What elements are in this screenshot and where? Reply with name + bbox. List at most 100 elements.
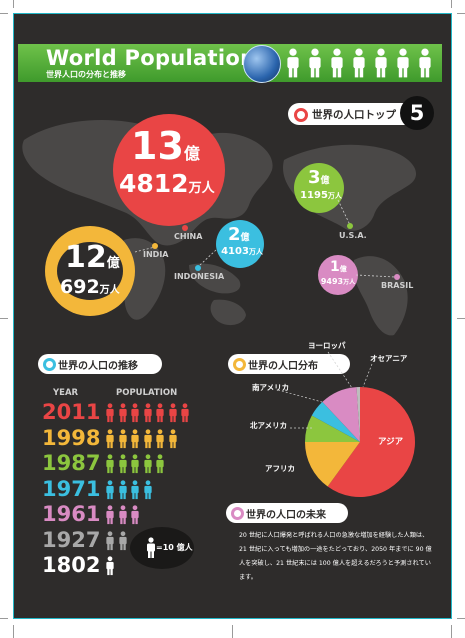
pie-label: 北アメリカ bbox=[250, 420, 287, 430]
legend-bubble: =10 億人 bbox=[130, 527, 194, 569]
person-icon bbox=[118, 403, 127, 423]
person-icon bbox=[353, 48, 365, 78]
top5-heading-label: 世界の人口トップ bbox=[312, 109, 396, 121]
future-paragraph: 20 世紀に人口爆発と呼ばれる人口の急激な増加を経験した人類は、21 世紀に入っ… bbox=[239, 532, 432, 581]
crop-mark bbox=[457, 318, 465, 319]
future-heading-label: 世界の人口の未来 bbox=[246, 510, 326, 521]
population-column-header: POPULATION bbox=[116, 388, 178, 398]
person-icon bbox=[118, 454, 127, 474]
pie-slice bbox=[356, 387, 360, 442]
usa-small-unit: 万人 bbox=[327, 192, 342, 200]
person-icon bbox=[118, 428, 127, 448]
year-column-header: YEAR bbox=[53, 388, 79, 398]
person-icon bbox=[143, 454, 152, 474]
year-label: 1971 bbox=[42, 476, 101, 501]
pie-label: ヨーロッパ bbox=[308, 340, 346, 350]
indonesia-big-value: 2 bbox=[228, 224, 241, 245]
trend-heading-label: 世界の人口の推移 bbox=[58, 361, 138, 372]
person-icon bbox=[309, 48, 321, 78]
header-people-icons bbox=[287, 48, 431, 78]
brasil-big-value: 1 bbox=[330, 259, 340, 275]
china-bubble: 13億 4812万人 bbox=[113, 114, 225, 226]
usa-unit: 億 bbox=[320, 176, 330, 186]
crop-mark bbox=[457, 13, 465, 14]
distribution-heading-label: 世界の人口分布 bbox=[248, 361, 318, 372]
usa-small-value: 1195 bbox=[300, 190, 328, 201]
year-label: 1998 bbox=[42, 425, 101, 450]
pie-label: アフリカ bbox=[265, 464, 295, 473]
china-unit: 億 bbox=[183, 144, 200, 163]
year-label: 1927 bbox=[42, 527, 101, 552]
china-small-unit: 万人 bbox=[188, 181, 215, 196]
crop-mark bbox=[232, 625, 233, 638]
person-icon bbox=[181, 403, 189, 423]
india-small-value: 692 bbox=[60, 276, 100, 298]
pie-slice bbox=[305, 442, 360, 487]
header-banner: World Population 世界人口の分布と推移 bbox=[18, 44, 442, 82]
person-icon bbox=[375, 48, 387, 78]
person-icon bbox=[143, 479, 152, 499]
yellow-ring-icon bbox=[233, 358, 246, 371]
person-icon bbox=[287, 48, 299, 78]
pie-leader-line bbox=[362, 363, 373, 388]
person-icon bbox=[168, 428, 177, 448]
person-icon bbox=[156, 454, 164, 474]
blue-ring-icon bbox=[43, 358, 56, 371]
crop-mark bbox=[0, 318, 8, 319]
brasil-bubble: 1億 9493万人 bbox=[318, 255, 358, 295]
person-icon bbox=[143, 403, 152, 423]
brasil-unit: 億 bbox=[339, 265, 347, 273]
person-icon bbox=[131, 403, 139, 423]
person-icon bbox=[106, 454, 114, 474]
person-icon bbox=[118, 530, 127, 550]
india-bubble: 12億 692万人 bbox=[45, 226, 135, 316]
person-icon bbox=[143, 428, 152, 448]
india-big-value: 12 bbox=[65, 240, 107, 275]
year-label: 2011 bbox=[42, 400, 101, 424]
person-icon bbox=[156, 428, 164, 448]
crop-mark bbox=[0, 618, 8, 619]
page-subtitle: 世界人口の分布と推移 bbox=[46, 70, 126, 79]
globe-icon bbox=[243, 45, 281, 83]
trend-heading: 世界の人口の推移 bbox=[38, 354, 162, 374]
person-icon bbox=[106, 479, 114, 499]
brasil-label: BRASIL bbox=[381, 281, 414, 290]
person-icon bbox=[106, 428, 114, 448]
indonesia-bubble: 2億 4103万人 bbox=[216, 220, 264, 268]
person-icon bbox=[331, 48, 343, 78]
person-icon bbox=[131, 505, 139, 525]
person-icon bbox=[106, 403, 114, 423]
person-icon bbox=[118, 479, 127, 499]
person-icon bbox=[419, 48, 431, 78]
top5-heading: 世界の人口トップ bbox=[288, 103, 428, 125]
person-icon bbox=[131, 454, 139, 474]
crop-mark bbox=[451, 0, 452, 8]
china-label: CHINA bbox=[174, 232, 203, 241]
india-label: INDIA bbox=[143, 250, 169, 259]
pie-slice bbox=[327, 387, 415, 497]
person-icon bbox=[147, 537, 155, 558]
crop-mark bbox=[13, 0, 14, 8]
year-label: 1961 bbox=[42, 502, 101, 526]
person-icon bbox=[131, 428, 139, 448]
pie-label: オセアニア bbox=[370, 354, 408, 363]
pie-label: アジア bbox=[378, 437, 404, 447]
pie-slice bbox=[322, 387, 360, 442]
legend-value: =10 億人 bbox=[156, 543, 193, 552]
future-heading: 世界の人口の未来 bbox=[226, 503, 348, 523]
usa-bubble: 3億 1195万人 bbox=[294, 163, 344, 213]
person-icon bbox=[106, 505, 114, 525]
distribution-heading: 世界の人口分布 bbox=[228, 354, 350, 374]
usa-big-value: 3 bbox=[308, 167, 321, 188]
crop-mark bbox=[451, 625, 452, 638]
pie-label: 南アメリカ bbox=[252, 382, 289, 392]
pie-slice bbox=[305, 415, 360, 442]
person-icon bbox=[156, 403, 164, 423]
china-small-value: 4812 bbox=[119, 169, 189, 198]
indonesia-small-unit: 万人 bbox=[248, 248, 263, 256]
person-icon bbox=[168, 403, 177, 423]
person-icon bbox=[106, 556, 114, 576]
indonesia-label: INDONESIA bbox=[174, 272, 225, 281]
brasil-small-unit: 万人 bbox=[343, 279, 356, 286]
